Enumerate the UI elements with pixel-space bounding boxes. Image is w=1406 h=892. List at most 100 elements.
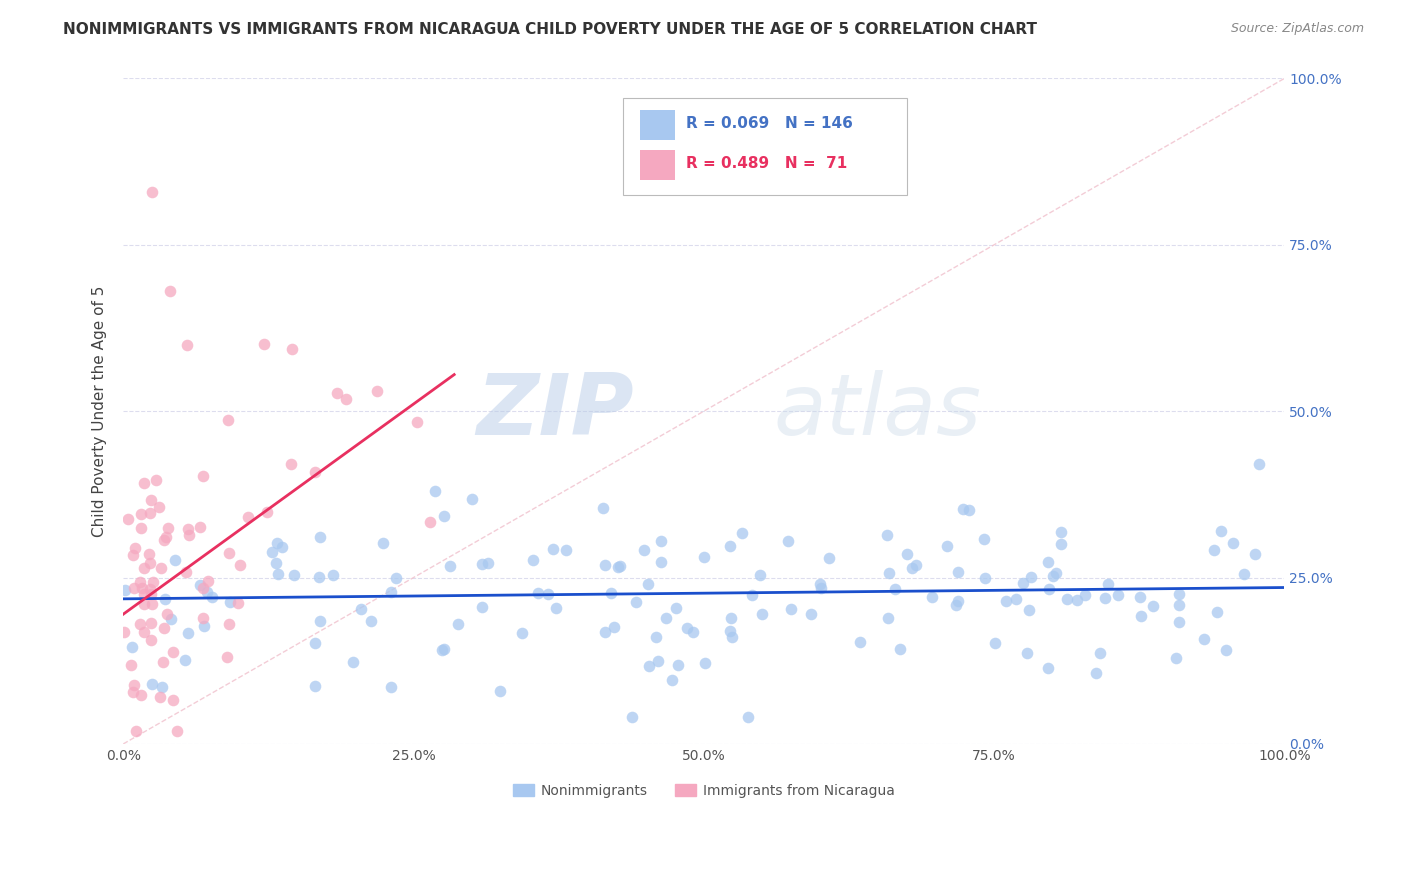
Point (197, 574, 219, 588)
Point (195, 585, 218, 599)
Text: R = 0.489   N =  71: R = 0.489 N = 71 (686, 156, 848, 171)
Point (718, 624, 741, 638)
Point (884, 582, 907, 596)
Point (236, 509, 259, 524)
Point (385, 571, 408, 585)
Point (800, 607, 823, 622)
FancyBboxPatch shape (623, 98, 907, 195)
Text: Source: ZipAtlas.com: Source: ZipAtlas.com (1230, 22, 1364, 36)
Point (877, 566, 900, 580)
Point (602, 619, 624, 633)
Point (139, 615, 162, 630)
Point (283, 568, 305, 582)
Point (973, 571, 995, 585)
Point (1168, 599, 1191, 613)
Point (1247, 458, 1270, 472)
Point (1167, 615, 1189, 629)
Point (373, 536, 395, 550)
Y-axis label: Child Poverty Under the Age of 5: Child Poverty Under the Age of 5 (93, 285, 107, 537)
Point (957, 502, 980, 516)
Point (1066, 592, 1088, 607)
Point (342, 655, 364, 669)
Point (280, 457, 302, 471)
Legend: Nonimmigrants, Immigrants from Nicaragua: Nonimmigrants, Immigrants from Nicaragua (508, 779, 900, 804)
Point (650, 555, 672, 569)
Point (156, 607, 179, 622)
Point (447, 617, 470, 632)
Point (166, 723, 188, 738)
Point (139, 582, 162, 596)
Point (281, 342, 304, 356)
Point (1056, 591, 1078, 606)
Point (350, 602, 373, 616)
Point (266, 535, 288, 549)
Point (1142, 599, 1164, 613)
Point (1209, 524, 1232, 539)
Point (215, 650, 238, 665)
Point (889, 642, 911, 657)
Point (731, 526, 754, 541)
Point (849, 634, 872, 648)
Point (162, 693, 184, 707)
Point (129, 689, 152, 703)
Point (380, 584, 402, 599)
Point (125, 723, 148, 738)
Point (543, 541, 565, 556)
Point (718, 539, 741, 553)
Point (322, 567, 344, 582)
Point (778, 534, 800, 549)
Point (176, 337, 198, 351)
Point (935, 540, 957, 554)
Point (637, 577, 659, 591)
Point (152, 655, 174, 669)
Point (430, 643, 453, 657)
Point (188, 578, 211, 592)
Point (633, 543, 655, 558)
Point (693, 657, 716, 671)
Point (1004, 592, 1026, 607)
Point (150, 561, 173, 575)
Point (1107, 588, 1129, 602)
Point (335, 392, 357, 406)
Point (945, 598, 967, 612)
Point (380, 680, 402, 694)
Point (554, 542, 576, 557)
Point (779, 601, 801, 615)
Point (159, 285, 181, 299)
Point (721, 630, 744, 644)
Point (191, 611, 214, 625)
Point (1050, 537, 1073, 551)
Point (304, 465, 326, 479)
Point (471, 558, 494, 572)
Point (461, 492, 484, 507)
Point (141, 185, 163, 199)
Point (174, 565, 197, 579)
Bar (640, 111, 675, 140)
Point (139, 506, 162, 520)
Point (405, 415, 427, 429)
Point (217, 413, 239, 427)
Point (896, 548, 918, 562)
Point (128, 575, 150, 590)
Point (810, 581, 832, 595)
Point (141, 632, 163, 647)
Point (621, 710, 644, 724)
Point (489, 683, 512, 698)
Point (655, 610, 678, 624)
Point (308, 530, 330, 544)
Point (973, 532, 995, 546)
Point (477, 556, 499, 570)
Point (948, 565, 970, 579)
Point (665, 601, 688, 615)
Point (201, 590, 224, 604)
Point (423, 483, 446, 498)
Point (267, 567, 290, 582)
Point (592, 500, 614, 515)
Point (162, 645, 184, 659)
Point (1097, 576, 1119, 591)
Point (921, 590, 943, 604)
Point (676, 621, 699, 635)
Point (1205, 606, 1227, 620)
Point (124, 541, 146, 556)
Point (226, 596, 249, 610)
